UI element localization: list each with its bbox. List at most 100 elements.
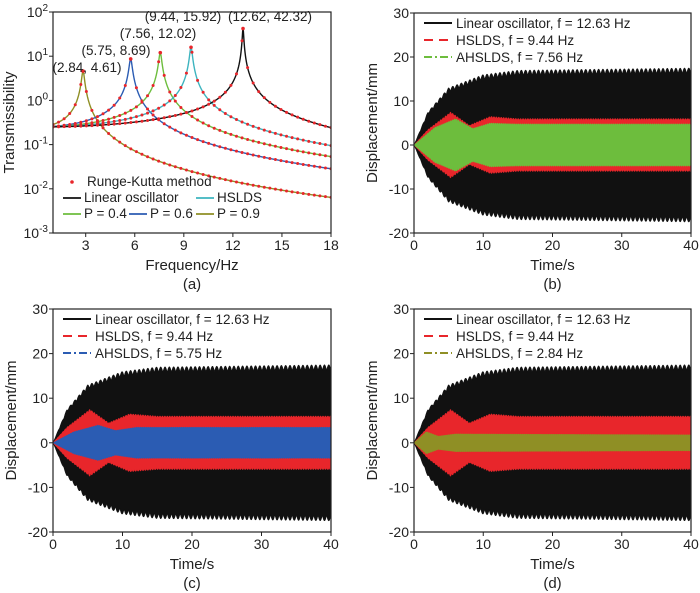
runge-kutta-point [62,125,66,129]
x-axis-label: Time/s [530,257,574,274]
runge-kutta-point [273,158,277,162]
runge-kutta-point [257,140,261,144]
runge-kutta-point [240,136,244,140]
x-tick-label: 18 [323,237,339,253]
runge-kutta-point [312,152,316,156]
runge-kutta-point [107,108,111,112]
runge-kutta-point [223,90,227,94]
x-tick-label: 9 [180,237,188,253]
runge-kutta-point [246,122,250,126]
runge-kutta-point [168,163,172,167]
runge-kutta-point [268,130,272,134]
legend-label: P = 0.4 [84,206,127,221]
runge-kutta-point [290,113,294,117]
runge-kutta-point [112,136,116,140]
x-tick-label: 6 [131,237,139,253]
runge-kutta-point [218,95,222,99]
y-tick-label: 20 [32,346,48,362]
runge-kutta-point [84,119,88,123]
runge-kutta-point [101,123,105,127]
runge-kutta-point [118,96,122,100]
peak-annotation: (2.84, 4.61) [52,60,121,75]
runge-kutta-point [146,111,150,115]
x-axis-label: Time/s [530,556,574,573]
runge-kutta-point [279,145,283,149]
runge-kutta-point [234,117,238,121]
runge-kutta-point [285,134,289,138]
runge-kutta-point [101,112,105,116]
x-tick-label: 30 [614,536,630,552]
y-tick-label: 0 [401,435,409,451]
x-tick-label: 3 [82,237,90,253]
plot-area [53,364,331,522]
legend-label: Linear oscillator [84,190,179,205]
runge-kutta-point [229,132,233,136]
legend-label: AHSLDS, f = 2.84 Hz [456,346,583,361]
runge-kutta-point [73,124,77,128]
runge-kutta-point [268,143,272,147]
series-band-ahslds [414,118,691,172]
runge-kutta-point [234,134,238,138]
y-tick-base: 10 [24,137,40,153]
runge-kutta-point [157,106,161,110]
runge-kutta-point [296,162,300,166]
y-tick-label: 0 [401,137,409,153]
runge-kutta-point [273,144,277,148]
runge-kutta-point [190,136,194,140]
runge-kutta-point [268,156,272,160]
runge-kutta-point [262,96,266,100]
runge-kutta-point [140,152,144,156]
runge-kutta-point [151,109,155,113]
runge-kutta-point [273,187,277,191]
runge-kutta-point [79,124,83,128]
runge-kutta-point [123,83,127,87]
y-tick-label: 20 [393,49,409,65]
runge-kutta-point [312,164,316,168]
runge-kutta-point [218,176,222,180]
y-tick-label: 20 [393,346,409,362]
runge-kutta-point [223,130,227,134]
runge-kutta-point [223,146,227,150]
runge-kutta-point [134,120,138,124]
y-tick-label: 101 [27,47,49,64]
legend-label: AHSLDS, f = 7.56 Hz [456,50,583,65]
y-axis-label: Displacement/mm [3,360,20,480]
runge-kutta-point [268,100,272,104]
x-tick-label: 30 [254,536,270,552]
runge-kutta-point [184,71,188,75]
axes-frame [52,11,332,234]
y-tick-exponent: 1 [42,47,48,58]
runge-kutta-point [168,90,172,94]
runge-kutta-point [73,103,77,107]
runge-kutta-point [240,120,244,124]
runge-kutta-point [123,111,127,115]
y-tick-label: 0 [40,435,48,451]
runge-kutta-point [112,122,116,126]
runge-kutta-point [57,125,61,129]
runge-kutta-point [285,110,289,114]
runge-kutta-point [301,117,305,121]
runge-kutta-point [207,174,211,178]
y-axis-label: Displacement/mm [364,63,381,183]
legend-label: Linear oscillator, f = 12.63 Hz [456,312,631,327]
runge-kutta-point [257,184,261,188]
runge-kutta-peak-point [158,50,163,55]
runge-kutta-point [246,137,250,141]
x-tick-label: 0 [410,237,418,253]
x-tick-label: 15 [274,237,290,253]
runge-kutta-point [101,118,105,122]
runge-kutta-point [240,39,244,43]
runge-kutta-point [318,123,322,127]
y-tick-label: 10-2 [24,180,49,197]
runge-kutta-point [129,116,133,120]
runge-kutta-point [229,179,233,183]
runge-kutta-point [212,175,216,179]
legend-label: P = 0.6 [150,206,193,221]
panel-d: 0 10 20 30 40 30 20 10 0 -10 -20 Time/s Displacement… [364,301,699,592]
runge-kutta-point [118,118,122,122]
runge-kutta-point [179,86,183,90]
runge-kutta-point [301,150,305,154]
y-tick-label: -20 [389,225,409,241]
y-tick-base: 10 [27,92,43,108]
runge-kutta-point [151,118,155,122]
